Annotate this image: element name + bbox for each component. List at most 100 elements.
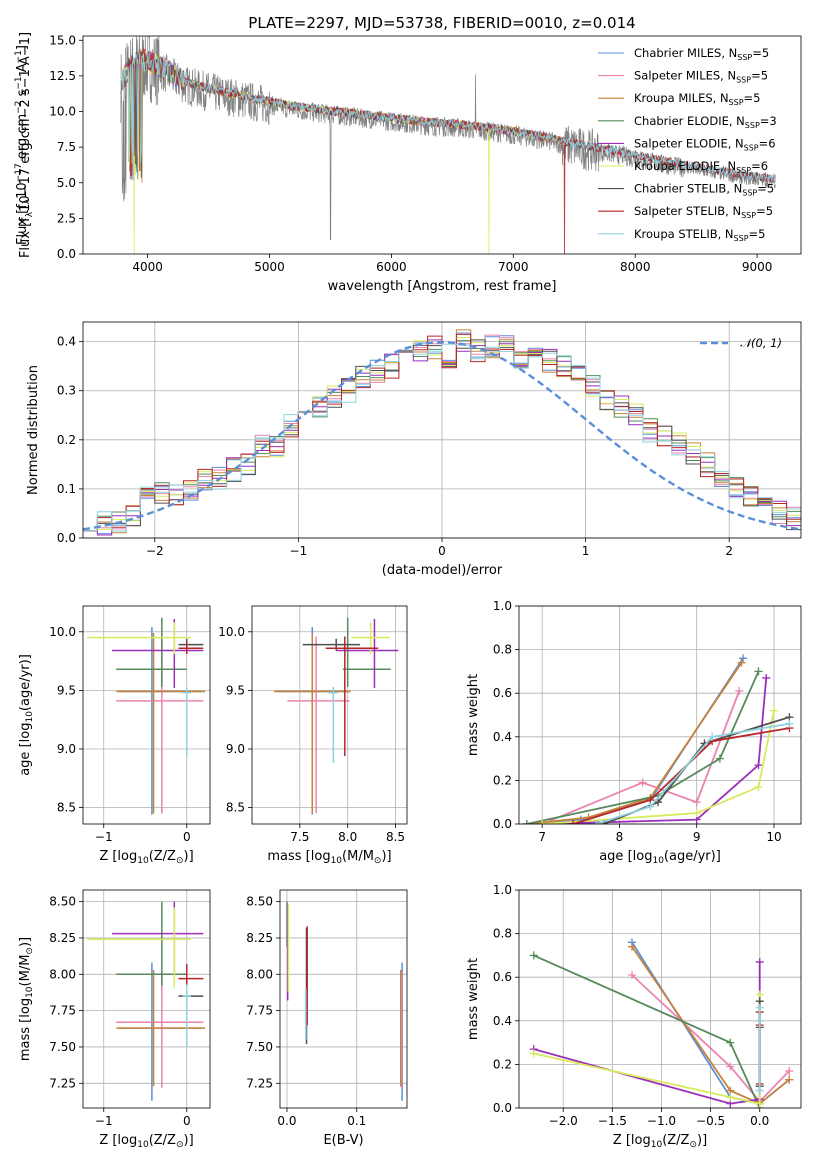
y-tick-label: 9.5 — [226, 683, 245, 697]
legend-entry-sub: SSP — [745, 121, 760, 130]
x-axis-label: Z [log10(Z/Z⊙)] — [99, 1133, 193, 1150]
observed-spectrum-line — [120, 36, 776, 241]
legend-entry-value: =3 — [760, 114, 777, 128]
axes: 0.0 0.1 7.25 7.50 7.75 8.00 8.25 8.50 E(B-V) — [246, 889, 408, 1148]
y-axis-label-part: (age/yr)] — [18, 654, 33, 711]
x-axis-label-part: (M/M — [342, 849, 374, 864]
y-axis-label-part: 10 — [25, 711, 35, 723]
model-spectrum-kroupa-stelib — [120, 51, 776, 182]
y-tick-label: 0.8 — [493, 643, 512, 657]
plot-area — [522, 654, 794, 824]
y-tick-label: 0.6 — [493, 686, 512, 700]
legend-entry-sub: SSP — [736, 76, 751, 85]
x-tick-label: −1.0 — [647, 1114, 676, 1128]
legend-entry-sub: SSP — [742, 189, 757, 198]
x-tick-label: 0 — [183, 1114, 191, 1128]
mass-weight-vs-metallicity-panel: −2.0 −1.5 −1.0 −0.5 0.0 0.0 0.2 0.4 0.6 0.8 1.0 Z [… — [466, 883, 802, 1150]
legend-entry-value: =6 — [751, 159, 768, 173]
weight-marker — [569, 820, 578, 824]
y-axis-label-part: mass [log — [18, 998, 33, 1061]
x-axis-label-part: )] — [381, 849, 391, 864]
y-tick-label: 12.5 — [49, 69, 76, 83]
histogram-salpeter-stelib — [83, 333, 801, 532]
x-axis-label: Z [log10(Z/Z⊙)] — [613, 1133, 707, 1150]
weight-marker — [754, 782, 763, 791]
x-tick-label: 7000 — [498, 260, 529, 274]
y-axis-label-part: s — [18, 88, 33, 99]
y-tick-label: 0.4 — [57, 335, 76, 349]
y-tick-label: 8.25 — [49, 931, 76, 945]
y-tick-label: 10.0 — [49, 625, 76, 639]
y-axis-label-part: (M/M — [18, 955, 33, 987]
weight-marker — [726, 1093, 735, 1102]
y-axis-label-part: )] — [18, 937, 33, 947]
y-axis-label-part: Flux [f — [15, 204, 30, 245]
weight-line-salpeter-miles — [541, 690, 741, 824]
y-tick-label: 7.25 — [49, 1076, 76, 1090]
x-axis-label-part: ⊙ — [176, 1140, 184, 1150]
y-tick-label: 9.0 — [226, 742, 245, 756]
axes-frame — [82, 889, 211, 1109]
x-axis-label-part: 10 — [331, 856, 343, 866]
y-axis-label: Normed distribution — [26, 365, 41, 495]
x-tick-label: 8.0 — [338, 830, 357, 844]
axes-frame — [82, 321, 802, 539]
legend-entry-value: =6 — [759, 136, 776, 150]
y-axis-label-part: −1 — [18, 37, 33, 56]
x-tick-label: 0.0 — [750, 1114, 769, 1128]
y-tick-label: 0.6 — [493, 970, 512, 984]
axes-frame — [82, 605, 211, 825]
x-tick-label: 10 — [766, 830, 781, 844]
y-tick-label: 7.75 — [246, 1004, 273, 1018]
x-tick-label: −1 — [95, 1114, 113, 1128]
histogram-kroupa-stelib — [83, 343, 801, 532]
weight-marker — [755, 1099, 764, 1108]
legend-entry-value: =5 — [749, 227, 766, 241]
x-axis-label: mass [log10(M/M⊙)] — [267, 849, 391, 866]
legend-entry: Kroupa STELIB, NSSP=5 — [634, 227, 765, 243]
mass-vs-extinction-panel: 0.0 0.1 7.25 7.50 7.75 8.00 8.25 8.50 E(B-V) — [246, 889, 408, 1148]
x-tick-label: 8 — [616, 830, 624, 844]
legend-entry-label: Salpeter ELODIE, N — [634, 136, 744, 150]
x-tick-label: −0.5 — [696, 1114, 725, 1128]
legend-entry: Salpeter STELIB, NSSP=5 — [634, 204, 773, 220]
plot-area — [87, 901, 206, 1101]
weight-line-kroupa-miles — [526, 662, 743, 824]
y-tick-label: 9.5 — [57, 683, 76, 697]
weight-marker — [692, 809, 701, 818]
legend-entry: Chabrier STELIB, NSSP=5 — [634, 182, 774, 198]
axes: 7.5 8.0 8.5 8.5 9.0 9.5 10.0 mass [log10(M/M⊙)] — [218, 605, 408, 866]
weight-marker — [785, 1075, 794, 1084]
plot-area — [120, 36, 776, 254]
x-axis-label-part: 10 — [137, 856, 149, 866]
y-axis-label-part: 10 — [18, 195, 33, 212]
x-axis-label: E(B-V) — [323, 1133, 363, 1148]
y-axis-label-part: −1 — [14, 50, 24, 63]
legend-entry-sub: SSP — [741, 211, 756, 220]
y-axis-label-part: 10 — [25, 986, 35, 998]
legend-entry-label: Kroupa STELIB, N — [634, 227, 734, 241]
y-tick-label: 5.0 — [57, 176, 76, 190]
legend-entry-sub: SSP — [737, 53, 752, 62]
legend-entry: Chabrier ELODIE, NSSP=3 — [634, 114, 777, 130]
legend-entry: Kroupa ELODIE, NSSP=6 — [634, 159, 768, 175]
axes-frame — [82, 35, 802, 255]
y-axis-label: Flux [fλ10−17 erg cm−2 s−1 A−1] — [14, 45, 32, 245]
figure-title: PLATE=2297, MJD=53738, FIBERID=0010, z=0… — [248, 14, 635, 32]
y-tick-label: 1.0 — [493, 883, 512, 897]
legend-entry-value: =5 — [744, 91, 761, 105]
legend-entry-label: Kroupa ELODIE, N — [634, 159, 736, 173]
x-axis-label-part: 10 — [652, 856, 664, 866]
x-tick-label: −1 — [290, 544, 308, 558]
y-tick-label: 15.0 — [49, 33, 76, 47]
weight-line-salpeter-elodie — [542, 677, 768, 824]
y-tick-label: 0.0 — [57, 247, 76, 261]
age-vs-metallicity-panel: −1 08.59.09.510.0Z [log10(Z/Z⊙)]age [log1… — [18, 605, 211, 866]
axes: −1 08.59.09.510.0Z [log10(Z/Z⊙)]age [log1… — [18, 605, 211, 866]
y-tick-label: 1.0 — [493, 599, 512, 613]
y-tick-label: 0.4 — [493, 730, 512, 744]
x-axis-label-part: ⊙ — [374, 856, 382, 866]
